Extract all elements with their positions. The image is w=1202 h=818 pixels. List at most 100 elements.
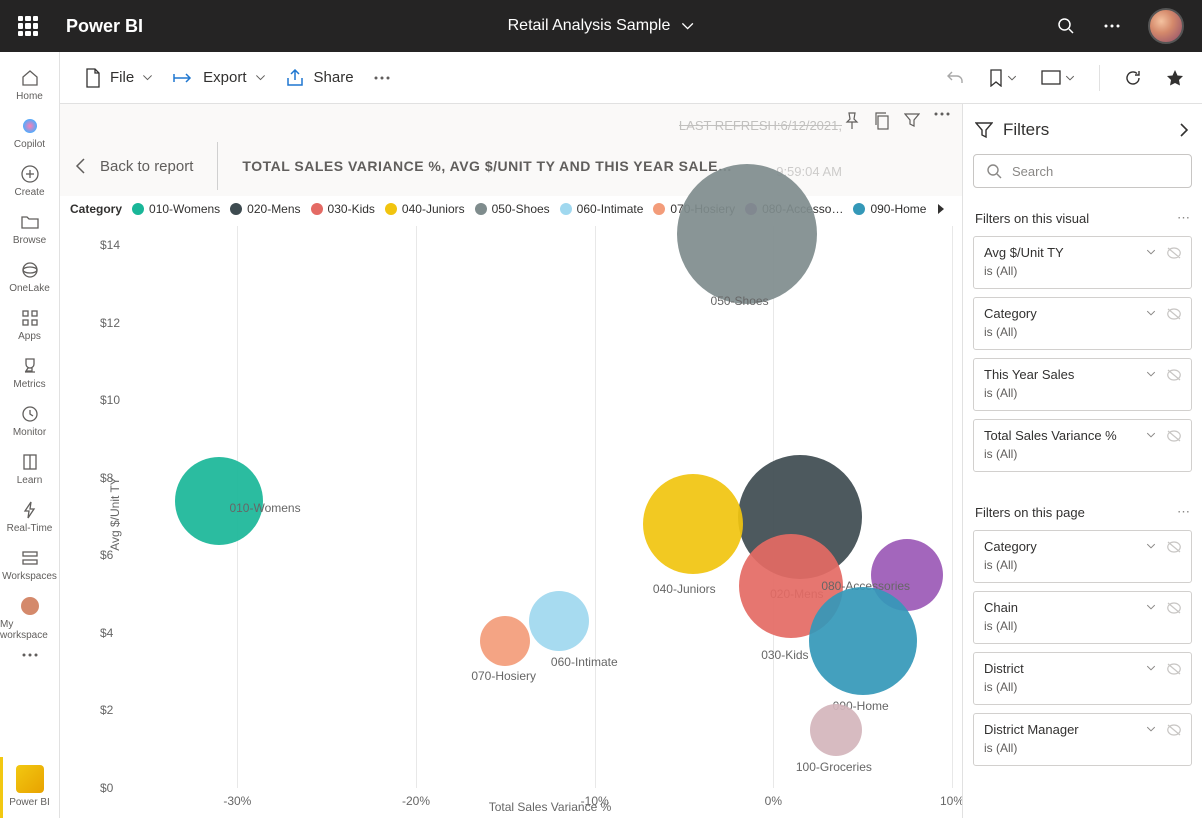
bubble-040-Juniors[interactable] [643, 474, 743, 574]
chart-legend: Category 010-Womens 020-Mens 030-Kids 040-J… [60, 196, 962, 222]
more-visual-icon[interactable] [934, 112, 950, 116]
view-button[interactable] [1037, 66, 1079, 89]
search-icon[interactable] [1056, 16, 1076, 36]
rail-workspaces[interactable]: Workspaces [0, 540, 59, 588]
filter-pane-icon [975, 121, 993, 139]
legend-item[interactable]: 020-Mens [230, 202, 300, 216]
app-name: Power BI [66, 16, 143, 37]
rail-monitor[interactable]: Monitor [0, 396, 59, 444]
rail-home[interactable]: Home [0, 60, 59, 108]
rail-copilot[interactable]: Copilot [0, 108, 59, 156]
filter-card[interactable]: This Year Salesis (All) [973, 358, 1192, 411]
filter-card[interactable]: Districtis (All) [973, 652, 1192, 705]
bookmark-button[interactable] [985, 65, 1021, 91]
filter-search-input[interactable]: Search [973, 154, 1192, 188]
bubble-050-Shoes[interactable] [677, 164, 817, 304]
bubble-070-Hosiery[interactable] [480, 616, 530, 666]
last-refresh-label: LAST REFRESH:6/12/2021, [679, 118, 842, 133]
chevron-left-icon [74, 157, 88, 175]
rail-my-workspace[interactable]: My workspace [0, 588, 59, 647]
collapse-filters-icon[interactable] [1178, 122, 1190, 138]
legend-item[interactable]: 010-Womens [132, 202, 220, 216]
export-menu[interactable]: Export [163, 63, 275, 93]
filter-card[interactable]: Chainis (All) [973, 591, 1192, 644]
filter-card[interactable]: Avg $/Unit TYis (All) [973, 236, 1192, 289]
legend-scroll-right-icon[interactable] [936, 203, 946, 215]
legend-title: Category [70, 202, 122, 216]
filters-pane: Filters Search Filters on this visual⋯Av… [962, 104, 1202, 818]
legend-item[interactable]: 030-Kids [311, 202, 375, 216]
bubble-label: 010-Womens [229, 501, 300, 515]
rail-powerbi[interactable]: Power BI [0, 757, 59, 818]
x-tick: -20% [402, 794, 430, 808]
report-title: Retail Analysis Sample [508, 17, 671, 35]
rail-create[interactable]: Create [0, 156, 59, 204]
filter-card[interactable]: Categoryis (All) [973, 297, 1192, 350]
scatter-chart[interactable]: Category 010-Womens 020-Mens 030-Kids 040-J… [60, 196, 962, 818]
bubble-label: 060-Intimate [551, 655, 618, 669]
x-tick: -10% [581, 794, 609, 808]
chevron-down-icon [255, 72, 266, 83]
favorite-button[interactable] [1162, 65, 1188, 91]
legend-item[interactable]: 060-Intimate [560, 202, 644, 216]
bubble-label: 050-Shoes [711, 294, 769, 308]
rail-powerbi-label: Power BI [9, 797, 50, 808]
chevron-down-icon [680, 19, 694, 33]
y-tick: $14 [100, 238, 120, 252]
copy-icon[interactable] [874, 112, 890, 130]
report-title-dropdown[interactable]: Retail Analysis Sample [508, 17, 695, 35]
file-menu[interactable]: File [74, 62, 163, 94]
bubble-label: 070-Hosiery [471, 669, 536, 683]
rail-learn[interactable]: Learn [0, 444, 59, 492]
y-axis-label: Avg $/Unit TY [108, 477, 122, 551]
bubble-label: 040-Juniors [653, 582, 716, 596]
rail-real-time[interactable]: Real-Time [0, 492, 59, 540]
rail-metrics[interactable]: Metrics [0, 348, 59, 396]
filter-card[interactable]: Total Sales Variance %is (All) [973, 419, 1192, 472]
legend-item[interactable]: 040-Juniors [385, 202, 465, 216]
bubble-label: 100-Groceries [796, 760, 872, 774]
y-tick: $10 [100, 393, 120, 407]
y-tick: $2 [100, 703, 113, 717]
more-rail-icon[interactable] [22, 653, 38, 657]
y-tick: $0 [100, 781, 113, 795]
user-avatar[interactable] [1148, 8, 1184, 44]
search-icon [986, 163, 1002, 179]
filter-card[interactable]: District Manageris (All) [973, 713, 1192, 766]
chevron-down-icon [142, 72, 153, 83]
rail-browse[interactable]: Browse [0, 204, 59, 252]
more-commands[interactable] [364, 70, 400, 86]
bubble-090-Home[interactable] [809, 587, 917, 695]
bubble-100-Groceries[interactable] [810, 704, 862, 756]
gridline [416, 226, 417, 788]
back-to-report-button[interactable]: Back to report [74, 142, 218, 190]
report-canvas: LAST REFRESH:6/12/2021, 9:59:04 AM Back … [60, 104, 962, 818]
top-bar: Power BI Retail Analysis Sample [0, 0, 1202, 52]
filter-icon[interactable] [904, 112, 920, 128]
more-icon[interactable] [1102, 16, 1122, 36]
y-tick: $4 [100, 626, 113, 640]
bubble-060-Intimate[interactable] [529, 591, 589, 651]
rail-onelake[interactable]: OneLake [0, 252, 59, 300]
rail-apps[interactable]: Apps [0, 300, 59, 348]
share-button[interactable]: Share [276, 63, 364, 93]
visual-title: TOTAL SALES VARIANCE %, AVG $/UNIT TY AN… [218, 158, 732, 174]
filter-card[interactable]: Categoryis (All) [973, 530, 1192, 583]
file-icon [84, 68, 102, 88]
app-launcher-icon[interactable] [18, 16, 38, 36]
legend-item[interactable]: 090-Home [853, 202, 926, 216]
filters-title: Filters [1003, 120, 1049, 140]
bubble-label: 030-Kids [761, 648, 808, 662]
pin-icon[interactable] [844, 112, 860, 130]
gridline [952, 226, 953, 788]
y-tick: $6 [100, 548, 113, 562]
filter-section-title: Filters on this visual⋯ [973, 204, 1192, 236]
y-tick: $12 [100, 316, 120, 330]
legend-item[interactable]: 050-Shoes [475, 202, 550, 216]
gridline [595, 226, 596, 788]
search-placeholder: Search [1012, 164, 1053, 179]
undo-button[interactable] [943, 65, 969, 91]
x-tick: -30% [223, 794, 251, 808]
refresh-button[interactable] [1120, 65, 1146, 91]
y-tick: $8 [100, 471, 113, 485]
